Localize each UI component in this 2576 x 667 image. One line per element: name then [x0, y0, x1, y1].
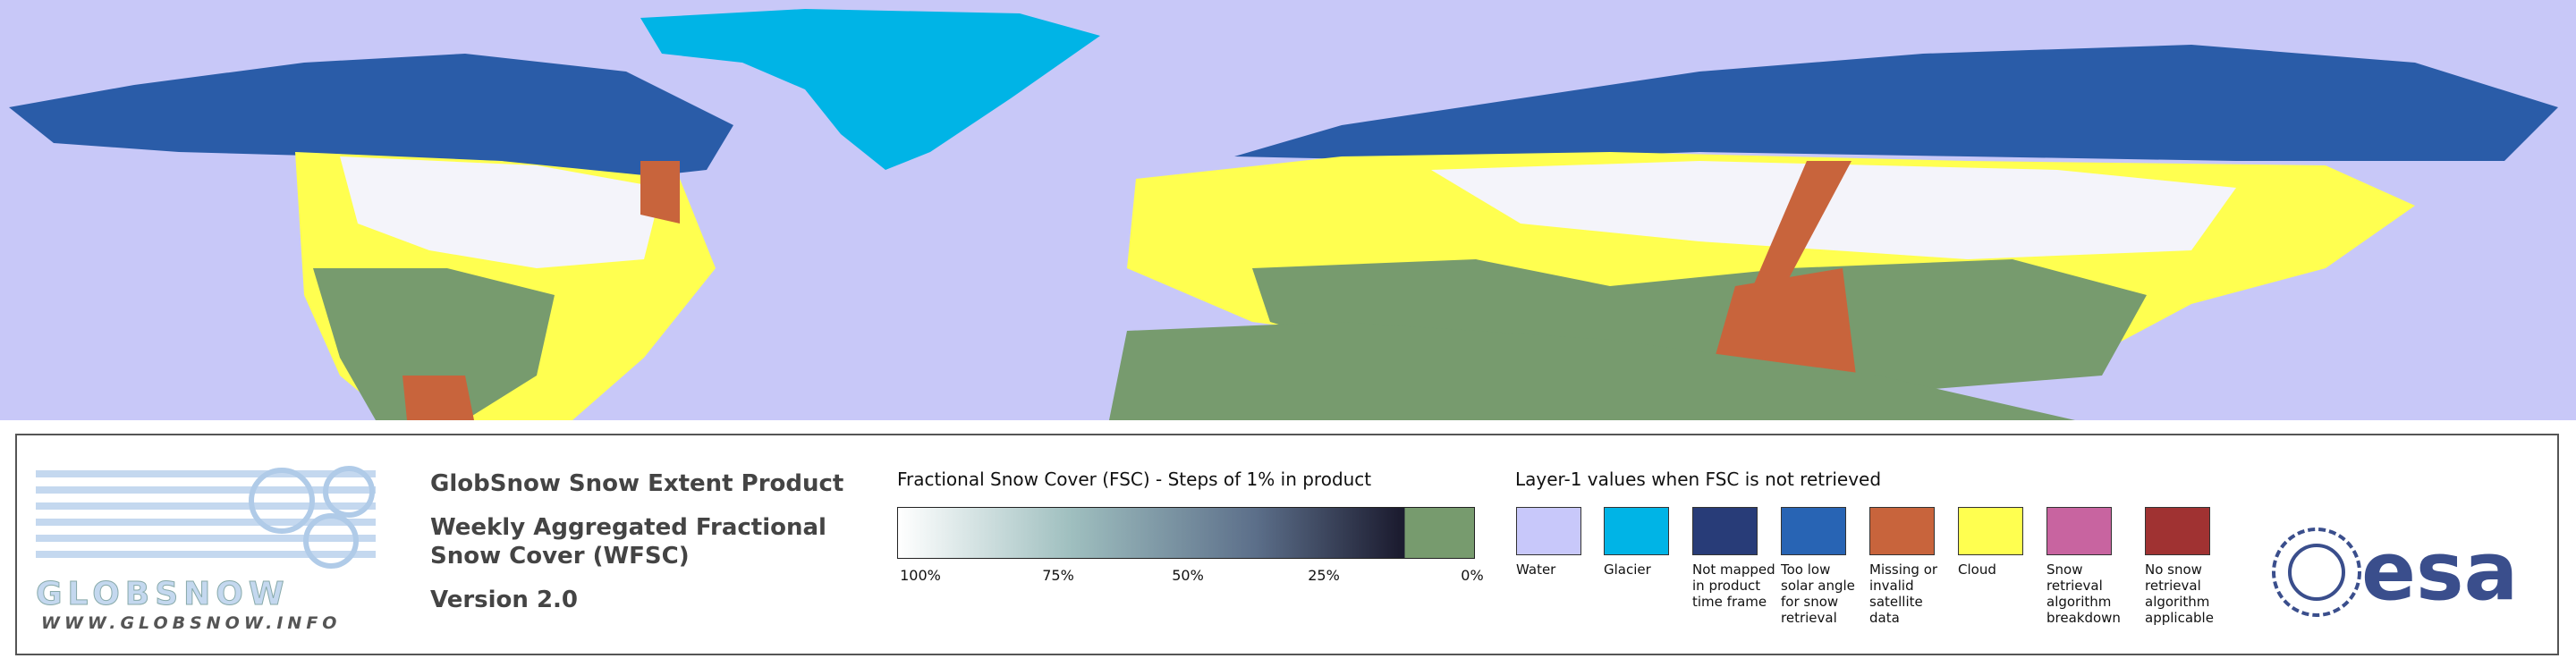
version: Version 2.0 [430, 587, 579, 613]
fsc-tick-label: 25% [1308, 567, 1340, 584]
esa-logo [2272, 528, 2361, 617]
legend-panel [15, 434, 2559, 655]
legend-swatch [1604, 507, 1669, 555]
legend-swatch [1958, 507, 2023, 555]
logo-graphic [36, 466, 376, 569]
legend-swatch [1516, 507, 1581, 555]
fsc-title: Fractional Snow Cover (FSC) - Steps of 1… [897, 469, 1372, 490]
fsc-colorbar [897, 507, 1475, 559]
legend-label: Glacier [1604, 561, 1651, 578]
subtitle: Weekly Aggregated Fractional Snow Cover … [430, 514, 826, 570]
snow-map [0, 0, 2576, 420]
fsc-tick-label: 50% [1172, 567, 1204, 584]
legend-label: Too low solar angle for snow retrieval [1781, 561, 1855, 626]
legend-swatch [1781, 507, 1846, 555]
legend-label: Missing or invalid satellite data [1869, 561, 1938, 626]
legend-label: No snow retrieval algorithm applicable [2145, 561, 2214, 626]
legend-swatch [1692, 507, 1758, 555]
esa-wordmark: esa [2361, 525, 2519, 619]
legend-label: Cloud [1958, 561, 1996, 578]
legend-swatch [2046, 507, 2112, 555]
legend-swatch [1869, 507, 1935, 555]
logo-url: WWW.GLOBSNOW.INFO [41, 613, 342, 633]
fsc-tick-label: 100% [900, 567, 941, 584]
legend-label: Water [1516, 561, 1556, 578]
title: GlobSnow Snow Extent Product [430, 470, 844, 497]
legend-label: Not mapped in product time frame [1692, 561, 1775, 610]
fsc-tick-label: 75% [1042, 567, 1074, 584]
logo-name: GLOBSNOW [36, 576, 290, 613]
fsc-tick-label: 0% [1461, 567, 1484, 584]
layer1-title: Layer-1 values when FSC is not retrieved [1515, 469, 1882, 490]
legend-label: Snow retrieval algorithm breakdown [2046, 561, 2121, 626]
legend-swatch [2145, 507, 2210, 555]
